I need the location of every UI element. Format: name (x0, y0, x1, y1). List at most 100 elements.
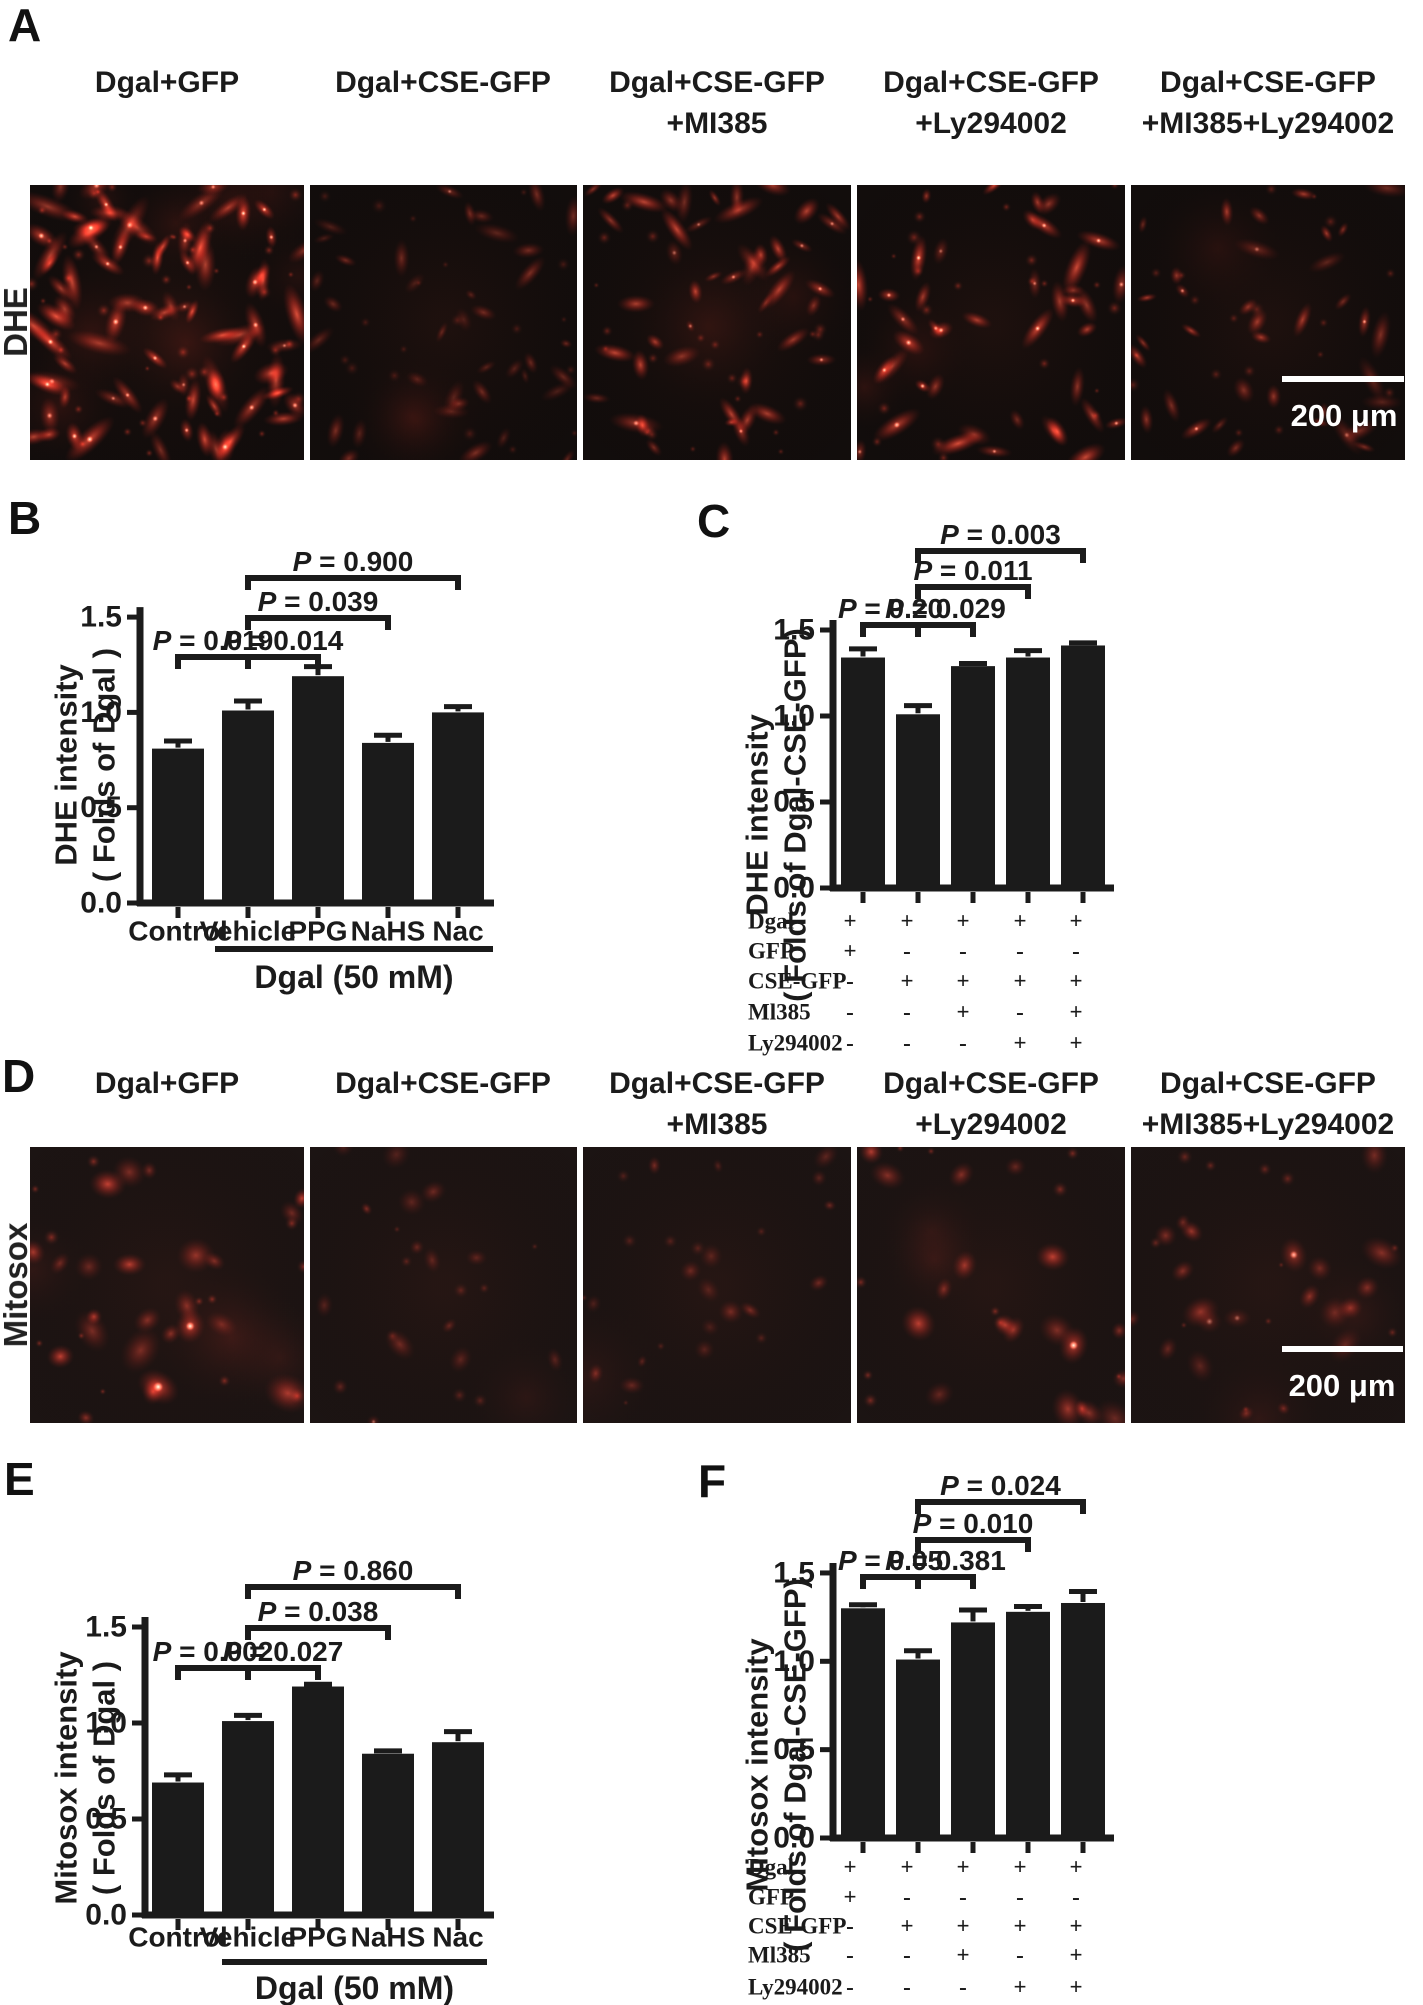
matrix-row-label: Ml385 (748, 1943, 811, 1968)
matrix-row-label: Ly294002 (748, 1975, 843, 2000)
column-header: Dgal+CSE-GFP +MI385+Ly294002 (1142, 62, 1394, 144)
column-header-line1: Dgal+CSE-GFP (609, 66, 825, 99)
matrix-row-label: Dgal (748, 909, 794, 934)
column-header: Dgal+GFP (95, 62, 239, 103)
panel-label-a: A (8, 0, 42, 51)
bar-category-label: Nac (432, 916, 483, 947)
bar-category-label: Vehicle (200, 1922, 297, 1953)
bar-category-label: NaHS (351, 1922, 426, 1953)
significance-bracket (915, 622, 976, 637)
significance-bracket (245, 615, 391, 630)
matrix-cell: + (956, 1000, 969, 1025)
significance-bracket (245, 575, 461, 590)
microscopy-image-d1 (30, 1147, 304, 1423)
matrix-cell: + (956, 909, 969, 934)
y-tick-label: 1.0 (85, 1707, 127, 1740)
bar (1006, 657, 1050, 888)
matrix-cell: + (1013, 1975, 1026, 2000)
matrix-cell: + (843, 909, 856, 934)
bar (951, 666, 995, 888)
y-tick-label: 0.5 (80, 791, 122, 824)
p-value-label: P = 0.05 (838, 1545, 943, 1576)
column-header: Dgal+GFP (95, 1063, 239, 1104)
y-tick-label: 1.5 (85, 1611, 127, 1644)
bar-category-label: Control (128, 1922, 228, 1953)
bar (432, 712, 484, 903)
matrix-cell: - (959, 1975, 967, 2000)
matrix-cell: + (1013, 1031, 1026, 1056)
y-tick-label: 1.5 (80, 601, 122, 634)
column-header-line1: Dgal+CSE-GFP (1160, 1067, 1376, 1100)
matrix-cell: - (846, 1975, 854, 2000)
matrix-cell: - (846, 1943, 854, 1968)
matrix-cell: - (1016, 1885, 1024, 1910)
matrix-cell: + (1013, 1855, 1026, 1880)
matrix-cell: - (959, 939, 967, 964)
y-axis-title: ( Folds of Dgal-CSE-GFP) (778, 628, 813, 1002)
microscopy-image-a2 (310, 185, 577, 460)
column-header-line1: Dgal+CSE-GFP (1160, 66, 1376, 99)
matrix-cell: + (1013, 1914, 1026, 1939)
bar-category-label: NaHS (351, 916, 426, 947)
bar (362, 1753, 414, 1915)
y-axis-title: DHE intensity (740, 713, 775, 915)
p-value-label: P = 0.010 (913, 1508, 1034, 1539)
matrix-row-label: CSE-GFP (748, 969, 846, 994)
matrix-cell: + (1069, 1975, 1082, 2000)
y-tick-label: 1.0 (80, 696, 122, 729)
p-value-label: P = 0.027 (223, 1636, 344, 1667)
column-header-line2: +Ly294002 (915, 1108, 1067, 1141)
microscopy-image-d2 (310, 1147, 577, 1423)
column-header: Dgal+CSE-GFP +MI385 (609, 1063, 825, 1145)
matrix-cell: - (959, 1031, 967, 1056)
matrix-cell: + (1069, 969, 1082, 994)
y-tick-label: 0.5 (773, 1733, 815, 1766)
microscopy-image-a3 (583, 185, 851, 460)
y-axis-title: Mitosox intensity (740, 1638, 775, 1892)
matrix-cell: - (1072, 939, 1080, 964)
p-value-label: P = 0.900 (293, 546, 414, 577)
column-header: Dgal+CSE-GFP (335, 62, 551, 103)
matrix-cell: + (900, 1855, 913, 1880)
y-axis-title: ( Folds of Dgal-CSE-GFP) (778, 1578, 813, 1952)
panel-a-scale-label: 200 μm (1290, 398, 1398, 433)
bar (222, 1721, 274, 1915)
column-header-line1: Dgal+CSE-GFP (609, 1067, 825, 1100)
column-header-line1: Dgal+CSE-GFP (883, 1067, 1099, 1100)
panel-d-row-label: Mitosox (0, 1222, 34, 1348)
matrix-cell: + (1013, 909, 1026, 934)
y-tick-label: 0.0 (773, 872, 815, 905)
microscopy-image-a4 (857, 185, 1125, 460)
bar-category-label: Nac (432, 1922, 483, 1953)
matrix-cell: + (900, 909, 913, 934)
significance-bracket (175, 654, 251, 669)
y-axis-title: ( Folds of Dgal ) (87, 648, 122, 882)
column-header-line2: +Ly294002 (915, 107, 1067, 140)
matrix-cell: - (903, 1975, 911, 2000)
y-tick-label: 0.0 (80, 887, 122, 920)
matrix-cell: - (1016, 939, 1024, 964)
p-value-label: P = 0.039 (258, 586, 379, 617)
microscopy-image-a1 (30, 185, 304, 460)
panel-d-scale-label: 200 μm (1288, 1368, 1396, 1403)
matrix-row-label: GFP (748, 1885, 794, 1910)
panel-a-scale-bar (1282, 376, 1404, 382)
matrix-cell: + (1069, 1855, 1082, 1880)
p-value-label: P = 0.038 (258, 1596, 379, 1627)
matrix-cell: - (1072, 1885, 1080, 1910)
column-header: Dgal+CSE-GFP +Ly294002 (883, 62, 1099, 144)
microscopy-image-a5 (1131, 185, 1405, 460)
bar (1061, 1602, 1105, 1838)
y-tick-label: 0.0 (85, 1899, 127, 1932)
panel-label-e: E (4, 1453, 35, 1505)
matrix-row-label: Ml385 (748, 1000, 811, 1025)
matrix-cell: + (843, 939, 856, 964)
matrix-cell: + (900, 1914, 913, 1939)
p-value-label: P = 0.011 (913, 555, 1032, 586)
matrix-cell: - (903, 939, 911, 964)
bar (292, 1686, 344, 1915)
p-value-label: P = 0.002 (153, 1636, 274, 1667)
matrix-cell: + (1069, 909, 1082, 934)
panel-label-c: C (697, 495, 731, 547)
